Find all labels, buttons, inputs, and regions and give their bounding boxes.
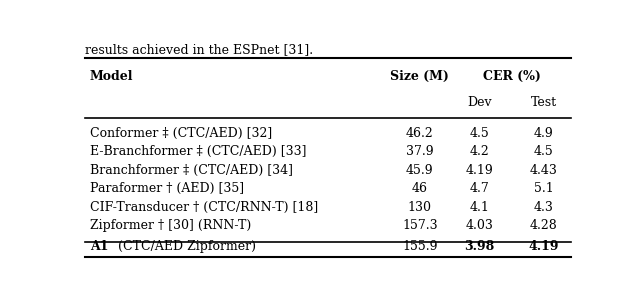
Text: E-Branchformer ‡ (CTC/AED) [33]: E-Branchformer ‡ (CTC/AED) [33] bbox=[90, 146, 307, 158]
Text: 4.43: 4.43 bbox=[530, 164, 557, 177]
Text: 46: 46 bbox=[412, 182, 428, 195]
Text: 5.1: 5.1 bbox=[534, 182, 554, 195]
Text: Conformer ‡ (CTC/AED) [32]: Conformer ‡ (CTC/AED) [32] bbox=[90, 127, 272, 140]
Text: results achieved in the ESPnet [31].: results achieved in the ESPnet [31]. bbox=[85, 43, 313, 56]
Text: 155.9: 155.9 bbox=[402, 239, 438, 253]
Text: Zipformer † [30] (RNN-T): Zipformer † [30] (RNN-T) bbox=[90, 219, 251, 232]
Text: 4.19: 4.19 bbox=[465, 164, 493, 177]
Text: 157.3: 157.3 bbox=[402, 219, 438, 232]
Text: 4.19: 4.19 bbox=[529, 239, 559, 253]
Text: Model: Model bbox=[90, 70, 133, 83]
Text: 4.03: 4.03 bbox=[465, 219, 493, 232]
Text: 3.98: 3.98 bbox=[464, 239, 495, 253]
Text: 46.2: 46.2 bbox=[406, 127, 434, 140]
Text: 37.9: 37.9 bbox=[406, 146, 433, 158]
Text: CIF-Transducer † (CTC/RNN-T) [18]: CIF-Transducer † (CTC/RNN-T) [18] bbox=[90, 200, 318, 214]
Text: 4.28: 4.28 bbox=[530, 219, 557, 232]
Text: 4.2: 4.2 bbox=[469, 146, 489, 158]
Text: Paraformer † (AED) [35]: Paraformer † (AED) [35] bbox=[90, 182, 244, 195]
Text: 4.9: 4.9 bbox=[534, 127, 554, 140]
Text: 45.9: 45.9 bbox=[406, 164, 433, 177]
Text: Dev: Dev bbox=[467, 96, 492, 109]
Text: 4.7: 4.7 bbox=[469, 182, 489, 195]
Text: A1: A1 bbox=[90, 239, 108, 253]
Text: (CTC/AED Zipformer): (CTC/AED Zipformer) bbox=[114, 239, 256, 253]
Text: Branchformer ‡ (CTC/AED) [34]: Branchformer ‡ (CTC/AED) [34] bbox=[90, 164, 293, 177]
Text: CER (%): CER (%) bbox=[483, 70, 540, 83]
Text: Test: Test bbox=[531, 96, 557, 109]
Text: 4.3: 4.3 bbox=[534, 200, 554, 214]
Text: 130: 130 bbox=[408, 200, 432, 214]
Text: 4.5: 4.5 bbox=[469, 127, 489, 140]
Text: 4.5: 4.5 bbox=[534, 146, 554, 158]
Text: Size (M): Size (M) bbox=[390, 70, 449, 83]
Text: 4.1: 4.1 bbox=[469, 200, 489, 214]
